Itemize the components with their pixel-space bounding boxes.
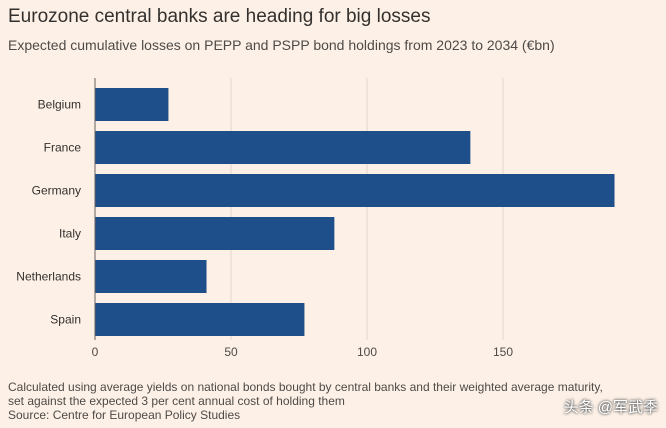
bar-italy bbox=[95, 217, 335, 250]
chart-title: Eurozone central banks are heading for b… bbox=[8, 6, 431, 27]
watermark: 头条 @军武季 bbox=[563, 399, 658, 416]
bar-netherlands bbox=[95, 260, 207, 293]
category-label-france: France bbox=[44, 141, 82, 155]
x-tick-label-0: 0 bbox=[92, 345, 99, 359]
bar-belgium bbox=[95, 88, 169, 121]
bar-spain bbox=[95, 303, 305, 336]
footnote-line-2: set against the expected 3 per cent annu… bbox=[8, 394, 345, 408]
bar-chart: 0 50 100 150 Belgium France Germany Italy Nether… bbox=[16, 78, 615, 359]
bar-germany bbox=[95, 174, 615, 207]
chart-subtitle: Expected cumulative losses on PEPP and P… bbox=[8, 37, 555, 53]
bar-france bbox=[95, 131, 471, 164]
category-label-germany: Germany bbox=[32, 184, 81, 198]
source-line: Source: Centre for European Policy Studi… bbox=[8, 408, 241, 422]
category-label-spain: Spain bbox=[50, 313, 81, 327]
footnote: Calculated using average yields on natio… bbox=[8, 380, 648, 422]
x-tick-label-150: 150 bbox=[493, 345, 513, 359]
category-label-italy: Italy bbox=[59, 227, 81, 241]
x-tick-label-50: 50 bbox=[224, 345, 238, 359]
category-label-netherlands: Netherlands bbox=[16, 270, 81, 284]
category-label-belgium: Belgium bbox=[38, 98, 81, 112]
footnote-line-1: Calculated using average yields on natio… bbox=[8, 380, 603, 394]
x-tick-label-100: 100 bbox=[357, 345, 377, 359]
